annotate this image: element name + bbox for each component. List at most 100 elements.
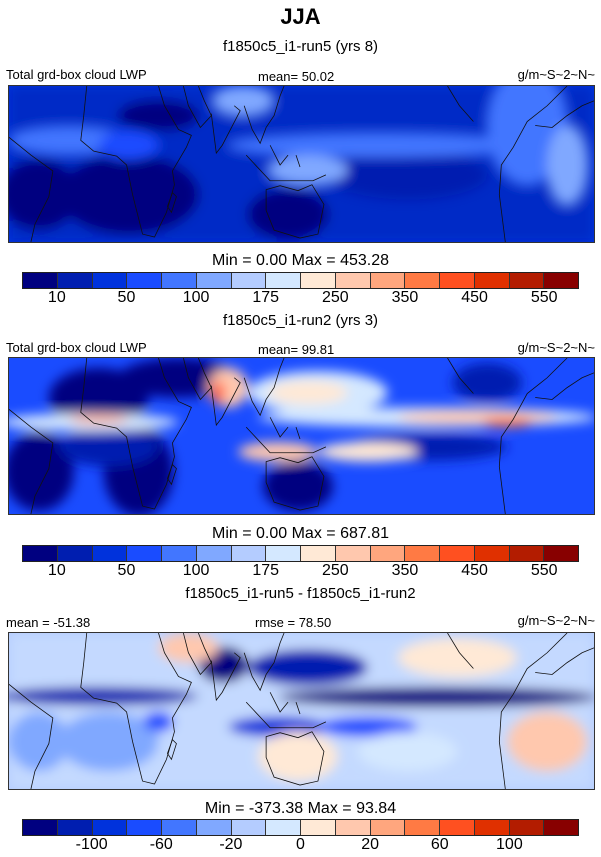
map-field <box>9 633 594 789</box>
panel-3-colorbar-labels: -100 -60 -20 0 20 60 100 <box>22 836 579 854</box>
coastline <box>498 633 568 789</box>
colorbar-box <box>301 273 336 288</box>
colorbar-box <box>301 820 336 835</box>
field-contour <box>158 633 219 663</box>
colorbar-box <box>544 546 578 561</box>
panel-1-map <box>8 85 595 243</box>
field-contour <box>397 410 558 425</box>
colorbar-box <box>370 546 406 561</box>
map-field <box>9 86 594 242</box>
colorbar-box <box>231 820 267 835</box>
colorbar-box <box>370 273 406 288</box>
coastline <box>167 738 177 761</box>
coastline <box>447 358 474 394</box>
field-contour <box>212 380 225 405</box>
coastline <box>535 100 594 128</box>
field-contour <box>278 687 594 708</box>
colorbar-box <box>509 820 545 835</box>
colorbar-box <box>23 820 58 835</box>
coastline <box>80 358 192 510</box>
colorbar-tick-label: 100 <box>496 836 523 853</box>
colorbar-box <box>474 546 510 561</box>
field-contour <box>248 189 328 240</box>
field-contour <box>58 711 159 772</box>
field-contour <box>317 716 418 737</box>
field-contour <box>9 687 199 706</box>
field-contour <box>482 417 533 428</box>
colorbar-tick-label: 10 <box>47 289 66 306</box>
panel-2-variable-label: Total grd-box cloud LWP <box>6 340 147 355</box>
colorbar-box <box>335 546 371 561</box>
panel-2-map <box>8 357 595 515</box>
field-contour <box>9 160 79 230</box>
colorbar-tick-label: 550 <box>530 289 558 306</box>
coastline <box>535 647 594 675</box>
colorbar-box <box>301 546 336 561</box>
field-contour <box>9 126 129 155</box>
colorbar-box <box>474 273 510 288</box>
colorbar-tick-label: -20 <box>219 836 243 853</box>
field-contour <box>238 441 318 462</box>
colorbar-tick-label: 10 <box>47 562 66 579</box>
colorbar-tick-label: -60 <box>149 836 173 853</box>
coastline <box>243 86 285 145</box>
colorbar-box <box>196 820 232 835</box>
field-contour <box>397 637 518 678</box>
panel-3-mean-label: mean = -51.38 <box>6 615 91 630</box>
colorbar-box <box>405 820 440 835</box>
colorbar-tick-label: 175 <box>252 289 280 306</box>
coastline <box>9 409 54 514</box>
coastline <box>167 191 177 214</box>
colorbar-box <box>231 546 267 561</box>
panel-1-subtitle: f1850c5_i1-run5 (yrs 8) <box>222 38 379 55</box>
colorbar-box <box>335 273 371 288</box>
field-contour <box>58 427 159 467</box>
colorbar-box <box>440 820 475 835</box>
field-contour <box>452 362 523 403</box>
panel-2-subtitle: f1850c5_i1-run2 (yrs 3) <box>222 312 379 329</box>
coastline <box>9 137 54 242</box>
field-contour <box>98 130 159 161</box>
field-contour <box>263 461 333 512</box>
panel-3-units-label: g/m~S~2~N~ <box>517 613 595 628</box>
panel-3-subtitle: f1850c5_i1-run5 - f1850c5_i1-run2 <box>185 585 416 602</box>
colorbar-box <box>127 273 162 288</box>
field-contour <box>268 380 348 405</box>
panel-2-units-label: g/m~S~2~N~ <box>517 340 595 355</box>
colorbar-box <box>335 820 371 835</box>
panel-1-colorbar-title: Min = 0.00 Max = 453.28 <box>212 252 389 269</box>
coastline <box>210 105 241 155</box>
colorbar-box <box>127 546 162 561</box>
colorbar-box <box>92 273 128 288</box>
panel-1-mean-label: mean= 50.02 <box>258 69 335 84</box>
coastline <box>245 692 327 729</box>
colorbar-box <box>23 273 58 288</box>
colorbar-box <box>370 820 406 835</box>
field-contour <box>213 86 274 116</box>
colorbar-tick-label: -100 <box>75 836 108 853</box>
field-contour <box>487 86 568 185</box>
field-contour <box>507 711 588 772</box>
colorbar-box <box>162 273 197 288</box>
colorbar-box <box>509 546 545 561</box>
colorbar-box <box>162 820 197 835</box>
field-contour <box>9 711 69 772</box>
colorbar-box <box>92 546 128 561</box>
colorbar-tick-label: 250 <box>321 562 349 579</box>
panel-2-mean-label: mean= 99.81 <box>258 342 335 357</box>
field-contour <box>317 441 418 462</box>
coastline <box>243 633 285 692</box>
colorbar-box <box>23 546 58 561</box>
colorbar-box <box>405 273 440 288</box>
colorbar-box <box>162 546 197 561</box>
colorbar-box <box>440 546 475 561</box>
colorbar-box <box>266 546 301 561</box>
field-contour <box>143 711 174 732</box>
field-contour <box>228 133 528 158</box>
colorbar-box <box>405 546 440 561</box>
colorbar-box <box>196 546 232 561</box>
panel-1-colorbar-labels: 10 50 100 175 250 350 450 550 <box>22 289 579 307</box>
coastline <box>9 684 54 789</box>
colorbar-tick-label: 350 <box>391 562 419 579</box>
coastline <box>265 184 325 239</box>
